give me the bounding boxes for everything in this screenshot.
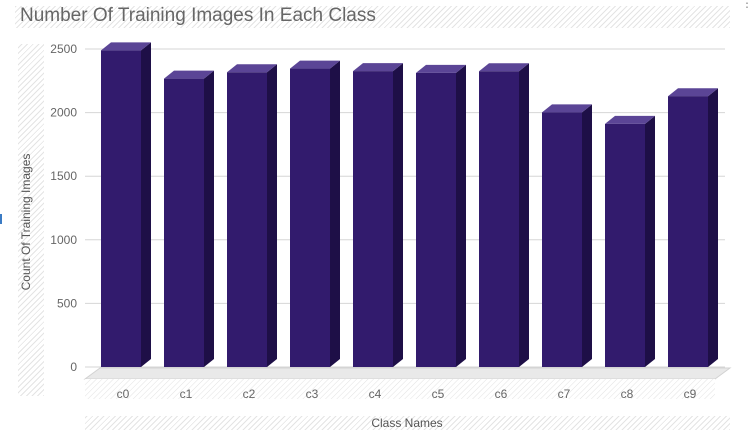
bar-front bbox=[605, 123, 645, 367]
bar-c7[interactable] bbox=[542, 104, 592, 368]
bar-side bbox=[204, 70, 214, 367]
chart-floor bbox=[83, 367, 732, 399]
x-tick-labels: c0 c1 c2 c3 c4 c5 c6 c7 c8 c9 bbox=[117, 387, 697, 401]
bar-front bbox=[353, 71, 393, 367]
bar-side bbox=[519, 63, 529, 367]
x-tick-label: c5 bbox=[432, 387, 445, 401]
bar-front bbox=[290, 68, 330, 367]
x-tick-label: c2 bbox=[243, 387, 256, 401]
bar-side bbox=[456, 64, 466, 367]
bar-front bbox=[227, 72, 267, 368]
bar-c8[interactable] bbox=[605, 115, 655, 367]
y-tick-labels: 0 500 1000 1500 2000 2500 bbox=[50, 42, 77, 374]
bar-c5[interactable] bbox=[416, 64, 466, 367]
x-tick-label: c6 bbox=[495, 387, 508, 401]
bar-top bbox=[227, 64, 277, 73]
bar-c6[interactable] bbox=[479, 63, 529, 367]
bar-c9[interactable] bbox=[668, 88, 718, 368]
x-tick-label: c1 bbox=[180, 387, 193, 401]
x-tick-label: c9 bbox=[684, 387, 697, 401]
x-axis-label: Class Names bbox=[371, 416, 443, 430]
bar-front bbox=[542, 112, 582, 367]
bar-side bbox=[708, 88, 718, 368]
floor bbox=[83, 367, 732, 380]
x-tick-label: c7 bbox=[558, 387, 571, 401]
x-axis-band bbox=[85, 379, 715, 399]
bar-side bbox=[582, 104, 592, 368]
side-marker bbox=[0, 214, 2, 224]
title-band bbox=[15, 6, 730, 28]
x-tick-label: c8 bbox=[621, 387, 634, 401]
bar-front bbox=[416, 72, 456, 367]
y-tick-label: 1000 bbox=[50, 233, 77, 247]
bar-c4[interactable] bbox=[353, 63, 403, 367]
bar-top bbox=[164, 70, 214, 79]
bar-front bbox=[164, 78, 204, 367]
bar-front bbox=[479, 71, 519, 367]
bar-top bbox=[416, 64, 466, 73]
bar-top bbox=[353, 63, 403, 72]
bar-top bbox=[479, 63, 529, 72]
bar-c3[interactable] bbox=[290, 60, 340, 367]
y-tick-label: 0 bbox=[70, 360, 77, 374]
bar-c2[interactable] bbox=[227, 64, 277, 368]
y-axis-label-band bbox=[18, 44, 44, 396]
bar-top bbox=[668, 88, 718, 97]
bar-side bbox=[267, 64, 277, 368]
x-tick-label: c3 bbox=[306, 387, 319, 401]
bar-side bbox=[645, 115, 655, 367]
bar-c0[interactable] bbox=[101, 42, 151, 367]
bar-c1[interactable] bbox=[164, 70, 214, 367]
bar-top bbox=[605, 115, 655, 124]
bar-side bbox=[141, 42, 151, 367]
bar-front bbox=[668, 96, 708, 368]
y-tick-label: 2500 bbox=[50, 42, 77, 56]
y-tick-label: 1500 bbox=[50, 169, 77, 183]
chart-title: Number Of Training Images In Each Class bbox=[20, 5, 376, 26]
y-tick-label: 500 bbox=[57, 296, 77, 310]
bar-top bbox=[290, 60, 340, 69]
chart-menu-icon[interactable]: ⋮ bbox=[741, 0, 750, 10]
bar-side bbox=[330, 60, 340, 367]
y-tick-label: 2000 bbox=[50, 106, 77, 120]
bar-front bbox=[101, 50, 141, 367]
bars bbox=[101, 42, 718, 368]
bar-top bbox=[101, 42, 151, 51]
x-tick-label: c4 bbox=[369, 387, 382, 401]
bar-side bbox=[393, 63, 403, 367]
x-tick-label: c0 bbox=[117, 387, 130, 401]
x-axis-label-band bbox=[85, 416, 730, 430]
bar-top bbox=[542, 104, 592, 113]
